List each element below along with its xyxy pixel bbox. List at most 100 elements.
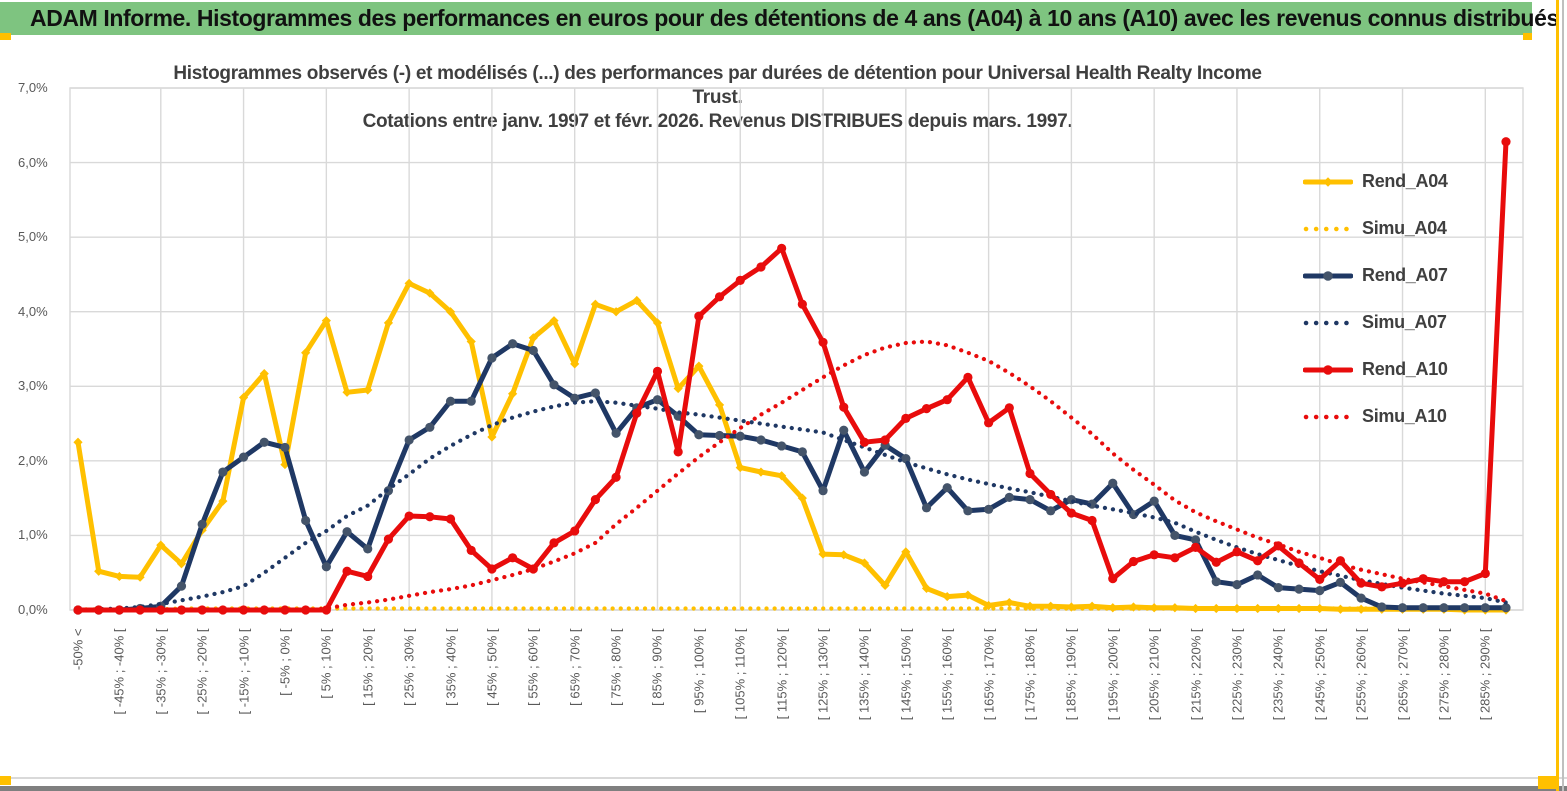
legend-item-rend-a04: Rend_A04 — [1303, 158, 1448, 205]
x-tick-label: [ 5% ; 10% [ — [318, 628, 334, 699]
marker-rend_a10 — [1066, 508, 1076, 518]
y-tick-label: 6,0% — [18, 154, 48, 170]
marker-rend_a04 — [1128, 602, 1139, 612]
marker-rend_a10 — [611, 472, 621, 482]
marker-rend_a10 — [818, 337, 828, 347]
marker-rend_a04 — [176, 559, 187, 569]
x-tick-label: [ 25% ; 30% [ — [401, 628, 417, 706]
marker-rend_a10 — [1087, 515, 1097, 526]
marker-rend_a04 — [901, 547, 911, 557]
marker-rend_a10 — [363, 571, 373, 582]
marker-rend_a04 — [466, 336, 476, 347]
series-simu_a07-dots — [75, 399, 1509, 613]
marker-rend_a04 — [94, 566, 104, 576]
marker-rend_a07 — [570, 393, 580, 403]
marker-rend_a10 — [404, 511, 414, 521]
marker-rend_a10 — [280, 605, 290, 615]
x-tick-label: [ 245% ; 250% [ — [1312, 628, 1328, 721]
marker-rend_a07 — [1439, 603, 1449, 613]
marker-rend_a10 — [570, 526, 580, 536]
marker-rend_a07 — [1356, 593, 1366, 603]
marker-rend_a10 — [1025, 468, 1035, 479]
legend: Rend_A04 Simu_A04 Rend_A07 Simu_A07 Rend… — [1303, 158, 1448, 440]
series-rend_a10-line — [75, 139, 1509, 613]
marker-rend_a07 — [238, 452, 249, 462]
marker-rend_a10 — [839, 402, 849, 412]
marker-rend_a04 — [404, 278, 414, 288]
legend-label-rend-a04: Rend_A04 — [1362, 171, 1448, 191]
marker-rend_a10 — [1377, 582, 1387, 592]
marker-rend_a10 — [859, 437, 870, 447]
marker-rend_a10 — [1253, 556, 1263, 566]
marker-rend_a04 — [508, 389, 518, 399]
legend-item-rend-a07: Rend_A07 — [1303, 252, 1448, 299]
legend-item-simu-a10: Simu_A10 — [1303, 393, 1448, 440]
marker-rend_a10 — [777, 243, 787, 253]
series-simu_a04-dots — [75, 606, 1509, 612]
marker-rend_a04 — [342, 387, 352, 397]
marker-rend_a04 — [859, 558, 870, 568]
chart-title-line1: Histogrammes observés (-) et modélisés (… — [173, 63, 1262, 108]
marker-rend_a07 — [1190, 535, 1201, 545]
marker-rend_a10 — [1190, 542, 1201, 552]
marker-rend_a07 — [714, 430, 725, 441]
marker-rend_a10 — [590, 495, 600, 505]
marker-rend_a07 — [1211, 577, 1221, 587]
x-tick-label: [ 205% ; 210% [ — [1146, 628, 1162, 721]
x-tick-label: [ 235% ; 240% [ — [1270, 628, 1286, 721]
marker-rend_a07 — [1273, 583, 1283, 593]
marker-rend_a07 — [963, 506, 973, 516]
marker-rend_a07 — [1315, 586, 1325, 596]
right-gray-border — [1562, 0, 1564, 791]
marker-rend_a10 — [1501, 137, 1511, 147]
x-tick-label: [ -35% ; -30% [ — [153, 628, 169, 715]
marker-rend_a04 — [984, 600, 994, 611]
marker-rend_a04 — [487, 432, 497, 442]
marker-rend_a10 — [1315, 574, 1325, 585]
marker-rend_a07 — [466, 396, 476, 406]
legend-marker — [1323, 364, 1333, 375]
x-tick-label: [ -25% ; -20% [ — [194, 628, 210, 715]
x-tick-label: [ -15% ; -10% [ — [236, 628, 252, 715]
marker-rend_a10 — [135, 605, 145, 615]
marker-rend_a10 — [94, 605, 104, 615]
marker-rend_a04 — [218, 496, 228, 506]
marker-rend_a04 — [797, 493, 807, 503]
legend-swatch-rend-a10 — [1303, 364, 1353, 375]
marker-rend_a04 — [942, 591, 952, 602]
x-tick-label: [ 95% ; 100% [ — [691, 628, 707, 714]
marker-rend_a10 — [1294, 558, 1304, 568]
marker-rend_a07 — [259, 437, 269, 447]
marker-rend_a07 — [1149, 496, 1159, 506]
marker-rend_a04 — [73, 437, 83, 447]
x-tick-label: -50% < — [70, 628, 86, 671]
legend-marker — [1323, 176, 1333, 187]
legend-marker — [1323, 270, 1333, 281]
marker-rend_a04 — [590, 299, 600, 309]
marker-rend_a04 — [1211, 603, 1221, 614]
legend-swatch-simu-a04 — [1303, 226, 1353, 231]
gold-accent-bottom-right — [1538, 776, 1556, 789]
marker-rend_a04 — [570, 359, 580, 369]
marker-rend_a10 — [714, 292, 725, 302]
marker-rend_a10 — [342, 566, 352, 576]
x-tick-label: [ 45% ; 50% [ — [484, 628, 500, 706]
y-tick-label: 4,0% — [18, 303, 48, 319]
legend-label-simu-a10: Simu_A10 — [1362, 406, 1447, 426]
x-tick-label: [ -5% ; 0% [ — [277, 628, 293, 696]
gold-accent-top-left — [0, 33, 11, 40]
marker-rend_a07 — [1480, 603, 1490, 613]
marker-rend_a04 — [777, 471, 787, 481]
marker-rend_a07 — [1108, 478, 1118, 488]
marker-rend_a04 — [135, 572, 145, 582]
marker-rend_a07 — [342, 527, 352, 537]
marker-rend_a07 — [735, 431, 745, 441]
y-tick-label: 7,0% — [18, 80, 48, 95]
marker-rend_a07 — [1004, 492, 1014, 502]
x-tick-label: [ 275% ; 280% [ — [1436, 628, 1452, 721]
marker-rend_a07 — [1377, 602, 1387, 612]
marker-rend_a04 — [259, 369, 269, 379]
legend-swatch-simu-a10 — [1303, 414, 1353, 419]
marker-rend_a10 — [797, 299, 807, 309]
